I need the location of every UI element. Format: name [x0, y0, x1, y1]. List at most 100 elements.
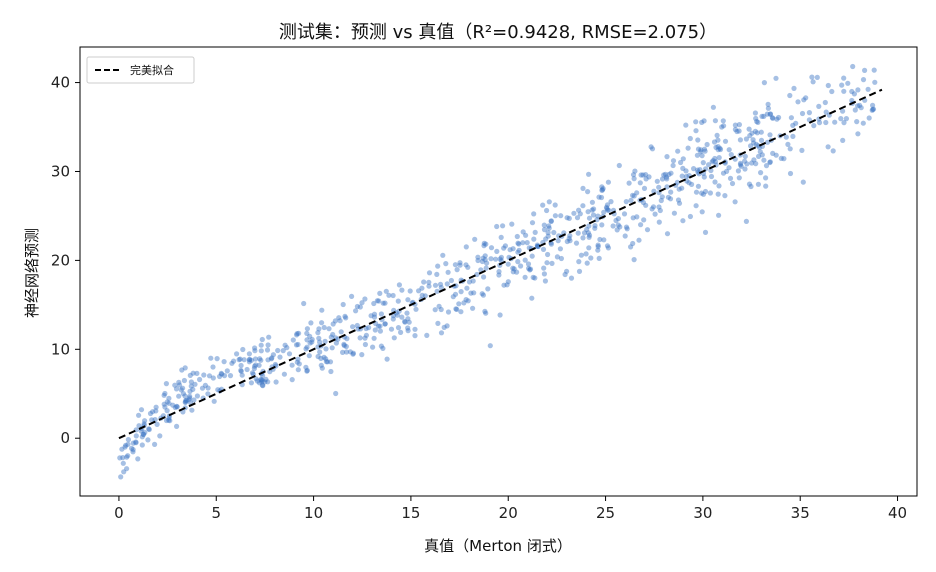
scatter-point [294, 332, 300, 338]
scatter-point [630, 192, 636, 198]
scatter-point [238, 368, 244, 374]
scatter-point [604, 205, 610, 212]
scatter-point [641, 185, 648, 191]
scatter-point [648, 144, 654, 150]
scatter-point [852, 107, 858, 113]
scatter-point [468, 290, 474, 296]
y-tick-label: 40 [51, 74, 70, 92]
axes-frame [79, 46, 918, 497]
scatter-point [190, 370, 196, 376]
scatter-point [515, 249, 521, 255]
scatter-point [268, 356, 274, 362]
scatter-point [753, 115, 759, 122]
scatter-point [756, 153, 762, 159]
scatter-point [580, 185, 586, 191]
scatter-point [413, 306, 419, 312]
scatter-point [726, 147, 732, 153]
scatter-point [456, 301, 462, 307]
scatter-point [214, 356, 220, 362]
scatter-point [753, 141, 759, 147]
scatter-point [309, 339, 315, 345]
scatter-point [588, 255, 594, 261]
scatter-point [649, 206, 655, 212]
scatter-point [173, 386, 180, 392]
perfect-fit-line [118, 88, 883, 440]
scatter-point [578, 252, 585, 258]
scatter-point [472, 236, 478, 242]
scatter-point [510, 246, 516, 252]
scatter-point [269, 355, 275, 361]
scatter-point [694, 167, 701, 173]
scatter-point [541, 271, 548, 277]
scatter-point [479, 258, 485, 265]
scatter-point [657, 207, 663, 214]
scatter-point [678, 159, 684, 166]
scatter-point [729, 180, 736, 187]
scatter-point [142, 418, 148, 424]
scatter-point [615, 222, 621, 228]
scatter-point [130, 440, 136, 446]
scatter-point [210, 364, 216, 370]
scatter-point [343, 315, 349, 321]
scatter-point [304, 337, 310, 343]
scatter-point [601, 237, 607, 243]
scatter-point [257, 356, 263, 362]
scatter-point [215, 387, 221, 393]
scatter-point [277, 354, 283, 360]
scatter-point [699, 209, 705, 215]
scatter-point [350, 350, 356, 356]
scatter-point [535, 243, 541, 249]
scatter-point [644, 227, 651, 233]
scatter-point [362, 296, 368, 302]
scatter-point [183, 398, 189, 404]
scatter-point [164, 408, 170, 414]
scatter-point [210, 375, 216, 381]
scatter-point [545, 230, 551, 236]
scatter-point [763, 175, 769, 181]
scatter-point [260, 373, 266, 379]
scatter-point [746, 181, 753, 187]
scatter-point [806, 110, 813, 116]
scatter-point [544, 260, 550, 266]
scatter-point [399, 287, 405, 293]
scatter-point [663, 174, 670, 180]
scatter-point [694, 152, 701, 158]
scatter-point [534, 243, 541, 249]
scatter-point [686, 180, 692, 186]
scatter-point [437, 281, 444, 287]
scatter-point [498, 234, 504, 240]
scatter-point [751, 140, 757, 146]
scatter-point [422, 293, 428, 299]
scatter-point [773, 75, 779, 81]
scatter-point [133, 439, 139, 445]
scatter-point [405, 297, 411, 303]
scatter-point [471, 290, 477, 296]
scatter-point [662, 171, 669, 177]
scatter-point [359, 352, 365, 358]
scatter-point [581, 230, 588, 236]
scatter-point [765, 101, 771, 107]
scatter-point [530, 274, 536, 280]
scatter-point [266, 334, 272, 340]
scatter-point [634, 190, 640, 196]
y-tick-label: 0 [60, 429, 70, 447]
scatter-point [377, 328, 383, 334]
scatter-point [583, 251, 589, 257]
scatter-point [353, 308, 359, 314]
scatter-point [722, 193, 728, 199]
scatter-point [509, 221, 515, 227]
scatter-point [575, 230, 581, 236]
scatter-point [631, 193, 637, 199]
scatter-point [573, 240, 580, 246]
scatter-point [552, 213, 559, 219]
scatter-point [785, 141, 791, 147]
scatter-point [525, 261, 532, 267]
scatter-point [545, 251, 551, 258]
scatter-point [683, 122, 689, 128]
scatter-point [475, 254, 481, 260]
scatter-point [708, 173, 715, 180]
scatter-point [727, 175, 734, 181]
scatter-point [709, 159, 715, 165]
scatter-point [656, 184, 662, 190]
